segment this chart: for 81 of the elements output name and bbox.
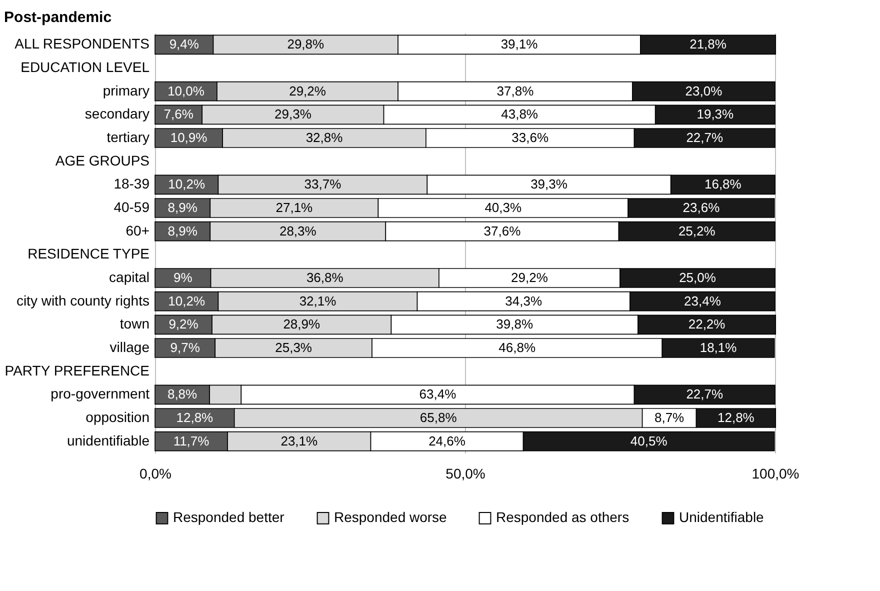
legend-label: Responded worse: [334, 509, 448, 526]
x-tick-label: 50,0%: [446, 466, 486, 482]
data-label: 33,6%: [512, 130, 549, 145]
data-label: 37,6%: [484, 223, 522, 238]
data-label: 10,2%: [168, 176, 206, 192]
data-label: 43,8%: [501, 106, 538, 122]
data-label: 46,8%: [498, 340, 536, 355]
y-tick-label: pro-government: [50, 386, 150, 402]
data-label: 22,7%: [686, 130, 724, 145]
data-label: 9,7%: [170, 340, 200, 355]
y-tick-label: village: [110, 339, 150, 355]
data-label: 9%: [174, 270, 193, 285]
y-tick-label: town: [120, 316, 150, 332]
y-tick-label: RESIDENCE TYPE: [28, 246, 150, 262]
data-label: 25,0%: [679, 270, 716, 285]
data-label: 27,1%: [276, 200, 314, 215]
data-label: 8,9%: [168, 200, 198, 215]
data-label: 21,8%: [690, 36, 727, 52]
data-label: 65,8%: [420, 410, 458, 425]
data-label: 10,2%: [168, 293, 206, 308]
data-label: 22,2%: [688, 316, 726, 332]
data-label: 28,3%: [279, 223, 317, 238]
legend-label: Unidentifiable: [679, 509, 764, 526]
y-tick-label: capital: [109, 269, 150, 285]
data-label: 40,3%: [484, 200, 522, 215]
data-label: 8,9%: [168, 223, 198, 238]
data-label: 29,2%: [289, 83, 326, 98]
y-tick-label: PARTY PREFERENCE: [4, 362, 150, 378]
data-label: 29,8%: [287, 36, 325, 52]
y-tick-label: opposition: [86, 409, 150, 425]
y-tick-label: secondary: [84, 106, 150, 122]
data-label: 7,6%: [164, 106, 194, 122]
data-label: 23,6%: [682, 200, 720, 215]
data-label: 29,3%: [274, 106, 312, 122]
legend-label: Responded as others: [496, 509, 630, 526]
data-label: 25,2%: [678, 223, 716, 238]
data-label: 36,8%: [306, 270, 344, 285]
data-label: 39,3%: [530, 176, 568, 192]
data-label: 18,1%: [700, 340, 738, 355]
data-label: 39,1%: [500, 36, 538, 52]
data-label: 32,1%: [299, 293, 337, 308]
data-label: 23,1%: [280, 433, 318, 448]
data-label: 34,3%: [505, 293, 542, 308]
data-label: 10,0%: [168, 83, 205, 98]
y-tick-label: unidentifiable: [66, 432, 150, 448]
data-label: 16,8%: [704, 176, 742, 192]
data-label: 28,9%: [283, 316, 320, 332]
y-tick-label: city with county rights: [16, 292, 150, 308]
data-label: 19,3%: [696, 106, 734, 122]
data-label: 10,9%: [170, 130, 208, 145]
y-tick-label: tertiary: [106, 129, 150, 145]
x-tick-label: 0,0%: [140, 466, 172, 482]
y-tick-label: EDUCATION LEVEL: [20, 59, 150, 75]
data-label: 33,7%: [304, 176, 342, 192]
data-label: 24,6%: [428, 433, 466, 448]
data-label: 29,2%: [511, 270, 548, 285]
y-tick-label: AGE GROUPS: [55, 152, 150, 168]
data-label: 9,4%: [169, 36, 200, 52]
y-tick-label: 18-39: [114, 176, 150, 192]
data-label: 12,8%: [718, 410, 755, 425]
data-label: 63,4%: [419, 386, 457, 402]
x-tick-label: 100,0%: [752, 466, 800, 482]
data-label: 9,2%: [168, 316, 199, 332]
data-label: 37,8%: [496, 83, 534, 98]
data-label: 40,5%: [630, 433, 668, 448]
data-label: 25,3%: [275, 340, 312, 355]
data-label: 39,8%: [496, 316, 534, 332]
y-tick-label: 60+: [126, 222, 150, 238]
data-label: 11,7%: [173, 433, 210, 448]
data-label: 12,8%: [176, 410, 214, 425]
data-label: 8,7%: [654, 410, 685, 425]
legend-label: Responded better: [173, 509, 285, 526]
y-tick-label: primary: [102, 82, 150, 98]
y-tick-label: ALL RESPONDENTS: [14, 36, 150, 52]
data-label: 32,8%: [306, 130, 344, 145]
data-label: 23,4%: [684, 293, 722, 308]
data-label: 8,8%: [167, 386, 198, 402]
data-label: 23,0%: [685, 83, 723, 98]
y-tick-label: 40-59: [114, 199, 150, 215]
data-label: 22,7%: [686, 386, 724, 402]
chart-title: Post-pandemic: [4, 9, 112, 26]
